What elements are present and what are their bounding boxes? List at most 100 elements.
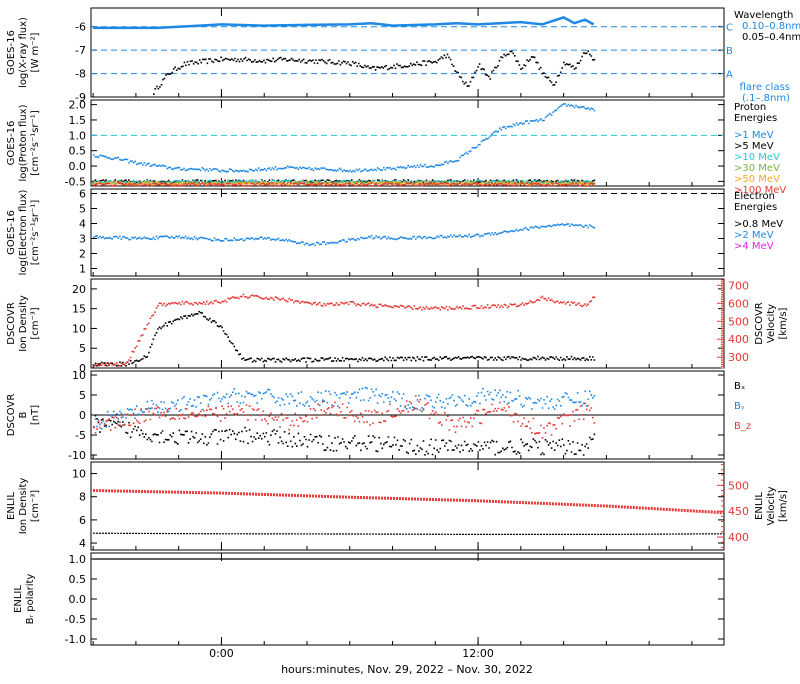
legend-entry-dscovr_b: Bₓ — [734, 381, 745, 392]
y-axis-label-proton: log(Proton flux) — [18, 104, 29, 181]
ytick-label-dscovr_density: 15 — [72, 303, 86, 316]
series-electron--2-mev — [93, 223, 596, 247]
ytick-label-proton: 0.0 — [69, 160, 87, 173]
series-xray-0-05-0-4nm — [153, 50, 596, 95]
panel-frame-enlil_polarity — [90, 552, 725, 646]
y-axis-label-electron: log(Electron flux) — [18, 190, 29, 276]
y-axis-label-xray: [W m⁻²] — [30, 32, 41, 72]
y-axis-label-enlil_density: [cm⁻³] — [30, 490, 41, 522]
ytick-label-proton: 1.0 — [69, 129, 87, 142]
legend-title-electron: Electron — [734, 191, 775, 202]
series-xray-0-10-0-8nm — [93, 16, 595, 30]
legend-note-flare-class: (.1–.8nm) — [742, 93, 790, 104]
legend-entry-electron: >0.8 MeV — [734, 219, 783, 230]
ytick-label-right-enlil_density: 500 — [728, 479, 749, 492]
ytick-label-enlil_polarity: 0.5 — [69, 573, 87, 586]
legend-entry-xray: 0.10–0.8nm — [742, 21, 800, 32]
series-dscovr_density-density — [93, 310, 596, 367]
panel-frame-enlil_density — [90, 461, 725, 551]
y-axis-label-dscovr_b: B — [18, 411, 29, 418]
legend-entry-xray: 0.05–0.4nm — [742, 32, 800, 43]
series-dscovr_b-bz — [93, 395, 596, 439]
ytick-label-electron: 3 — [79, 233, 86, 246]
y-axis-label-xray: log(X-ray flux) — [18, 17, 29, 88]
x-axis-title: hours:minutes, Nov. 29, 2022 – Nov. 30, … — [281, 663, 533, 676]
xtick-label: 0:00 — [209, 647, 234, 660]
y-axis-label-right-dscovr_density: [km/s] — [778, 307, 789, 339]
ytick-label-electron: 5 — [79, 203, 86, 216]
legend-entry-proton: >50 MeV — [734, 174, 780, 185]
legend-entry-proton: >10 MeV — [734, 152, 780, 163]
y-axis-label-right-enlil_density: [km/s] — [778, 490, 789, 522]
y-axis-label-enlil_polarity: Bᵣ polarity — [25, 574, 36, 625]
y-axis-label-proton: GOES-16 — [6, 121, 17, 166]
series-dscovr_density-velocity — [93, 293, 596, 367]
legend-title-xray: Wavelength — [734, 10, 793, 21]
y-axis-label-electron: [cm⁻²s⁻¹sr⁻¹] — [30, 200, 41, 266]
legend-entry-proton: >1 MeV — [734, 130, 774, 141]
y-axis-label-right-dscovr_density: Velocity — [766, 304, 777, 343]
panel-frame-electron — [90, 188, 725, 277]
series-enlil_density-velocity — [93, 489, 725, 515]
ytick-label-right-dscovr_density: 700 — [728, 279, 749, 292]
ytick-label-dscovr_density: 5 — [79, 342, 86, 355]
ytick-label-dscovr_b: -5 — [75, 429, 86, 442]
ytick-label-enlil_density: 4 — [79, 537, 86, 550]
legend-note-flare-class: flare class — [740, 82, 790, 93]
ytick-label-right-dscovr_density: 600 — [728, 297, 749, 310]
y-axis-label-proton: [cm⁻²s⁻¹sr⁻¹] — [30, 110, 41, 176]
ytick-label-xray: -9 — [75, 91, 86, 104]
ytick-label-proton: 2.0 — [69, 99, 87, 112]
y-axis-label-enlil_density: Ion Density — [18, 478, 29, 535]
ytick-label-dscovr_density: 20 — [72, 283, 86, 296]
y-axis-label-electron: GOES-16 — [6, 210, 17, 255]
ytick-label-right-enlil_density: 400 — [728, 531, 749, 544]
legend-entry-electron: >4 MeV — [734, 241, 774, 252]
ytick-label-xray: -6 — [75, 21, 86, 34]
ytick-label-enlil_density: 6 — [79, 514, 86, 527]
y-axis-label-dscovr_density: Ion Density — [18, 295, 29, 352]
y-axis-label-dscovr_b: DSCOVR — [6, 394, 17, 437]
ytick-label-dscovr_b: 5 — [79, 389, 86, 402]
legend-title-proton: Energies — [734, 113, 777, 124]
ytick-label-proton: 0.5 — [69, 145, 87, 158]
xtick-label: 12:00 — [462, 647, 494, 660]
series-proton--100-mev — [93, 182, 596, 187]
ytick-label-enlil_density: 10 — [72, 468, 86, 481]
y-axis-label-right-dscovr_density: DSCOVR — [754, 302, 765, 345]
ytick-label-right-enlil_density: 450 — [728, 505, 749, 518]
ytick-label-right-dscovr_density: 300 — [728, 351, 749, 364]
ytick-label-enlil_polarity: 1.0 — [69, 553, 87, 566]
legend-entry-dscovr_b: Bᵧ — [734, 401, 745, 412]
y-axis-label-dscovr_density: DSCOVR — [6, 302, 17, 345]
ytick-label-enlil_polarity: -1.0 — [65, 633, 86, 646]
legend-title-proton: Proton — [734, 102, 766, 113]
panel-frame-proton — [90, 99, 725, 187]
ytick-label-dscovr_b: 0 — [79, 409, 86, 422]
legend-entry-proton: >100 MeV — [734, 185, 786, 196]
ytick-label-enlil_density: 8 — [79, 491, 86, 504]
flare-class-label: C — [726, 23, 733, 34]
panel-frame-dscovr_density — [90, 278, 725, 369]
ytick-label-enlil_polarity: -0.5 — [65, 613, 86, 626]
ytick-label-xray: -7 — [75, 44, 86, 57]
ytick-label-enlil_polarity: 0.0 — [69, 593, 87, 606]
ytick-label-right-dscovr_density: 500 — [728, 315, 749, 328]
y-axis-label-right-enlil_density: Velocity — [766, 486, 777, 525]
y-axis-label-right-enlil_density: ENLIL — [754, 492, 765, 520]
series-enlil_density-density — [93, 532, 725, 535]
ytick-label-right-dscovr_density: 400 — [728, 333, 749, 346]
ytick-label-proton: -0.5 — [65, 175, 86, 188]
ytick-label-electron: 4 — [79, 218, 86, 231]
ytick-label-electron: 2 — [79, 248, 86, 261]
y-axis-label-xray: GOES-16 — [6, 30, 17, 75]
panel-frame-xray — [90, 7, 725, 98]
series-dscovr_b-bx — [93, 414, 596, 456]
legend-entry-proton: >30 MeV — [734, 163, 780, 174]
ytick-label-electron: 6 — [79, 188, 86, 201]
flare-class-label: A — [726, 70, 733, 81]
ytick-label-dscovr_b: -10 — [68, 449, 86, 462]
legend-entry-dscovr_b: B_z — [734, 421, 751, 432]
